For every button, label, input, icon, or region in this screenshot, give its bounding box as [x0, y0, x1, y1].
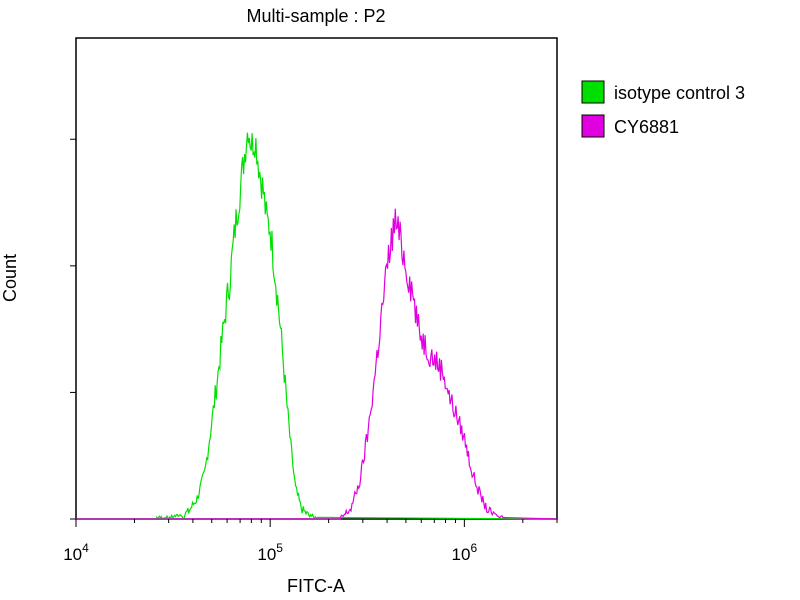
x-tick-label: 104 — [63, 541, 89, 564]
legend: isotype control 3 CY6881 — [581, 80, 745, 138]
plot-frame — [75, 37, 558, 520]
x-tick-base: 10 — [257, 545, 276, 564]
legend-swatch — [581, 114, 605, 138]
x-tick-label: 106 — [452, 541, 478, 564]
x-axis: 104 105 106 — [63, 519, 558, 564]
legend-label: isotype control 3 — [614, 83, 745, 103]
y-axis: 050100150 — [70, 138, 76, 520]
series-line-0 — [76, 132, 558, 521]
series-line-1 — [76, 208, 558, 520]
x-tick-base: 10 — [63, 545, 82, 564]
y-axis-label: Count — [0, 254, 20, 302]
x-tick-exponent: 6 — [470, 541, 477, 555]
x-tick-label: 105 — [257, 541, 283, 564]
chart-title: Multi-sample : P2 — [246, 6, 385, 26]
x-tick-base: 10 — [452, 545, 471, 564]
legend-swatch — [581, 80, 605, 104]
series-layer — [76, 132, 558, 521]
legend-label: CY6881 — [614, 117, 679, 137]
x-tick-exponent: 5 — [276, 541, 283, 555]
x-axis-label: FITC-A — [287, 576, 345, 596]
x-tick-exponent: 4 — [82, 541, 89, 555]
